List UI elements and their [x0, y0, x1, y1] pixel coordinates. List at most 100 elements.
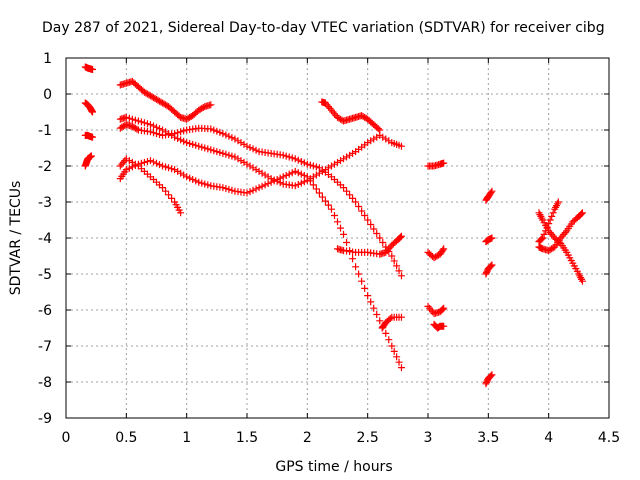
data-point: [128, 115, 136, 123]
x-tick-label: 0.5: [115, 430, 137, 446]
data-point: [396, 234, 404, 242]
data-point: [125, 114, 133, 122]
data-point: [89, 108, 97, 116]
series-l: [378, 313, 405, 332]
data-points: [81, 63, 586, 388]
data-point: [439, 305, 447, 313]
data-point: [374, 125, 382, 133]
data-point: [165, 164, 173, 172]
data-point: [225, 151, 233, 159]
data-point: [87, 152, 95, 160]
data-point: [538, 235, 546, 243]
data-point: [180, 127, 188, 135]
data-point: [397, 272, 405, 280]
series-j: [318, 98, 384, 134]
data-point: [122, 113, 130, 121]
data-point: [376, 126, 384, 134]
data-point: [364, 292, 372, 300]
data-point: [337, 224, 345, 232]
data-point: [282, 171, 290, 179]
data-point: [228, 186, 236, 194]
data-point: [162, 163, 170, 171]
data-point: [393, 262, 401, 270]
data-point: [300, 171, 308, 179]
data-point: [388, 342, 396, 350]
data-point: [578, 277, 586, 285]
data-point: [367, 298, 375, 306]
data-point: [146, 121, 154, 129]
data-point: [137, 159, 145, 167]
data-point: [340, 184, 348, 192]
series-o: [424, 302, 448, 318]
data-point: [149, 158, 157, 166]
data-point: [219, 130, 227, 138]
data-point: [578, 209, 586, 217]
data-point: [222, 185, 230, 192]
data-point: [122, 166, 130, 174]
data-point: [285, 170, 293, 178]
data-point: [168, 194, 176, 202]
data-point: [487, 189, 495, 197]
data-point: [309, 162, 317, 170]
data-point: [270, 177, 278, 185]
y-tick-label: 1: [43, 51, 52, 67]
data-point: [210, 147, 218, 155]
data-point: [216, 149, 224, 156]
data-point: [204, 145, 212, 153]
data-point: [210, 126, 218, 134]
data-point: [222, 131, 230, 139]
data-point: [352, 198, 360, 206]
data-point: [355, 203, 363, 210]
data-point: [300, 159, 308, 167]
series-q: [482, 187, 496, 204]
series-g: [116, 113, 405, 190]
y-tick-label: 0: [43, 87, 52, 103]
series-e: [116, 77, 215, 123]
data-point: [395, 358, 403, 366]
data-point: [487, 372, 495, 380]
data-point: [282, 152, 290, 160]
data-point: [548, 212, 556, 220]
data-point: [379, 239, 387, 246]
data-point: [249, 145, 257, 153]
data-point: [297, 179, 305, 187]
y-axis-label: SDTVAR / TECUs: [8, 181, 24, 296]
data-point: [89, 133, 97, 141]
data-point: [537, 236, 545, 244]
series-h: [116, 155, 185, 217]
data-point: [373, 311, 381, 318]
series-w: [535, 209, 586, 255]
data-point: [177, 136, 185, 144]
data-point: [393, 353, 401, 361]
data-point: [228, 134, 236, 142]
x-tick-label: 1: [182, 430, 191, 446]
data-point: [255, 184, 263, 192]
data-point: [349, 255, 357, 263]
data-point: [222, 150, 230, 158]
data-point: [549, 244, 557, 252]
data-point: [216, 128, 224, 136]
y-tick-label: -1: [38, 123, 52, 139]
data-point: [174, 129, 182, 137]
data-point: [334, 218, 341, 226]
series-d: [81, 152, 95, 170]
data-point: [540, 230, 548, 238]
data-point: [195, 178, 203, 186]
y-tick-label: -2: [38, 159, 52, 175]
data-point: [192, 177, 200, 185]
data-point: [228, 152, 236, 160]
data-point: [288, 169, 296, 177]
axis-ticks: 0 0.5 1 1.5 2 2.5 3 3.5 4 4.5 1 0 -1 -2 -3 -4 -5 -6 -7 -8 -9: [38, 51, 620, 446]
data-point: [395, 267, 403, 275]
data-point: [134, 117, 142, 125]
data-point: [390, 347, 398, 355]
data-point: [143, 120, 151, 128]
data-point: [192, 141, 200, 149]
data-point: [386, 315, 394, 323]
data-point: [125, 164, 133, 172]
data-point: [330, 212, 338, 219]
data-point: [267, 178, 275, 186]
data-point: [174, 135, 182, 143]
series-a: [81, 63, 97, 74]
data-point: [373, 230, 381, 237]
